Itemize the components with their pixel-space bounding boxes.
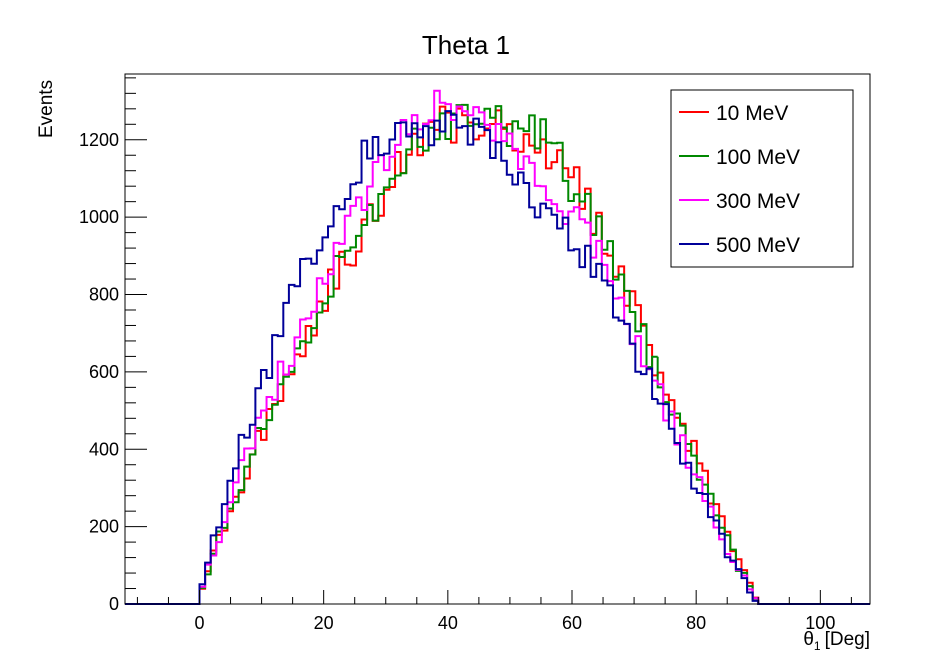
x-axis-label-unit: [Deg]: [825, 629, 870, 650]
x-tick-label: 60: [562, 613, 582, 633]
x-axis-label: θ1 [Deg]: [803, 629, 870, 653]
legend-label-2: 300 MeV: [716, 190, 800, 213]
y-axis-label: Events: [36, 80, 57, 138]
plot-frame: [124, 73, 871, 605]
legend: 10 MeV 100 MeV 300 MeV 500 MeV: [670, 89, 854, 268]
x-axis-label-symbol: θ: [803, 629, 814, 650]
chart-title: Theta 1: [422, 30, 510, 60]
x-tick-label: 40: [438, 613, 458, 633]
y-tick-label: 1200: [79, 130, 119, 150]
x-axis-label-subscript: 1: [814, 639, 821, 653]
legend-label-3: 500 MeV: [716, 234, 800, 257]
y-tick-label: 200: [89, 517, 119, 537]
series-2-line: [125, 89, 870, 605]
y-tick-label: 1000: [79, 207, 119, 227]
legend-label-0: 10 MeV: [716, 102, 788, 125]
y-axis: 0 200 400 600 800 1000 1200: [79, 77, 147, 614]
x-axis: 0 20 40 60 80 100: [136, 590, 852, 633]
x-tick-label: 0: [194, 613, 204, 633]
series-3-line: [125, 110, 870, 605]
x-tick-label: 20: [314, 613, 334, 633]
y-tick-label: 600: [89, 362, 119, 382]
y-tick-label: 0: [109, 594, 119, 614]
x-tick-label: 80: [686, 613, 706, 633]
series-0-line: [125, 105, 870, 605]
x-tick-label: 100: [805, 613, 835, 633]
series-layer: [125, 89, 870, 605]
y-tick-label: 800: [89, 285, 119, 305]
legend-label-1: 100 MeV: [716, 146, 800, 169]
legend-box: [670, 89, 854, 268]
y-tick-label: 400: [89, 439, 119, 459]
